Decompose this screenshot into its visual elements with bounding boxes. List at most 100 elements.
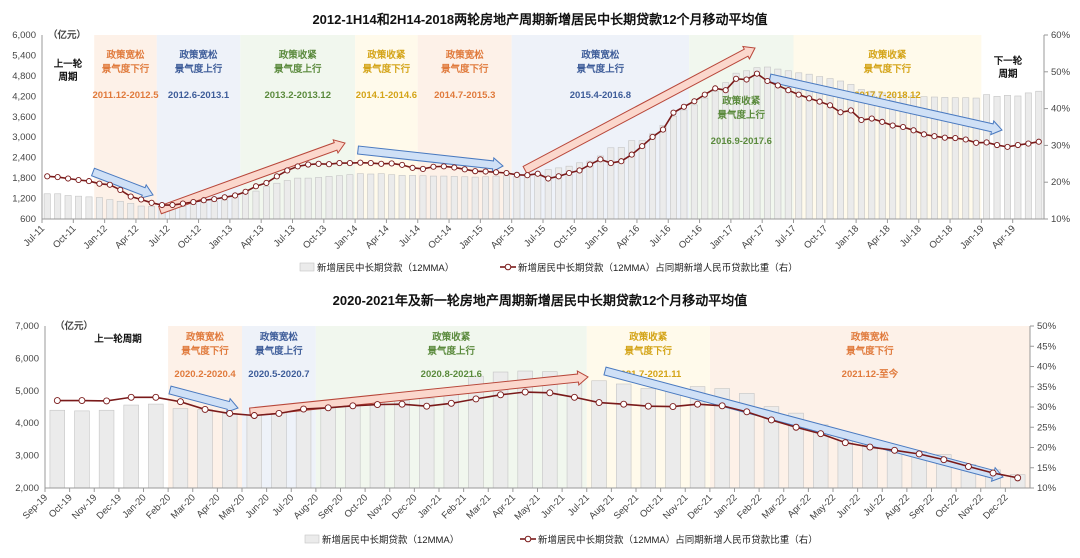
- x-tick-label: May-21: [512, 492, 542, 522]
- chart-title: 2012-1H14和2H14-2018两轮房地产周期新增居民中长期贷款12个月移…: [312, 12, 767, 27]
- bar: [246, 414, 263, 489]
- x-tick-label: Jul-17: [773, 223, 799, 249]
- bar: [271, 412, 287, 489]
- y-right-tick-label: 50%: [1051, 67, 1071, 78]
- bar: [367, 173, 375, 220]
- y-left-tick-label: 3,600: [12, 112, 36, 123]
- ratio-marker: [1014, 474, 1022, 482]
- ratio-marker: [920, 131, 928, 138]
- x-tick-label: Jan-19: [958, 223, 986, 251]
- ratio-marker: [300, 405, 308, 413]
- ratio-marker: [847, 107, 854, 114]
- period-policy-label: 政策收紧: [629, 331, 668, 343]
- down-trend-arrow: [90, 167, 154, 199]
- ratio-marker: [232, 192, 239, 199]
- period-policy-label: 政策宽松: [106, 49, 145, 61]
- ratio-marker: [284, 167, 291, 174]
- ratio-marker: [388, 160, 395, 167]
- ratio-marker: [597, 156, 604, 163]
- bar: [429, 175, 437, 220]
- ratio-marker: [586, 161, 594, 168]
- y-right-tick-label: 20%: [1051, 177, 1071, 188]
- period-sentiment-label: 景气度下行: [362, 63, 411, 75]
- x-tick-label: Nov-19: [70, 492, 99, 521]
- bar: [534, 172, 542, 220]
- x-tick-label: Dec-20: [390, 492, 419, 521]
- bar: [680, 109, 688, 220]
- period-sentiment-label: 景气度上行: [174, 63, 223, 75]
- ratio-marker: [472, 395, 480, 403]
- bar: [179, 206, 187, 220]
- x-tick-label: Nov-21: [661, 492, 690, 521]
- bar: [283, 180, 291, 220]
- bar: [983, 94, 991, 220]
- ratio-marker: [336, 160, 343, 167]
- x-tick-label: Mar-21: [464, 492, 493, 521]
- ratio-marker: [127, 393, 135, 401]
- x-tick-label: Dec-22: [981, 492, 1010, 521]
- period-range-label: 2017.7-2018.12: [854, 90, 921, 101]
- bar: [586, 160, 594, 220]
- bar: [868, 90, 876, 220]
- ratio-marker: [305, 161, 312, 168]
- period-policy-label: 政策宽松: [186, 331, 225, 343]
- bar: [43, 193, 51, 220]
- x-tick-label: Nov-20: [365, 492, 394, 521]
- x-tick-label: Mar-20: [169, 492, 198, 521]
- ratio-marker: [931, 133, 938, 140]
- bar: [774, 68, 782, 220]
- bar: [345, 402, 361, 489]
- bar: [418, 397, 435, 489]
- bar: [826, 78, 834, 220]
- x-tick-label: Jan-18: [833, 223, 861, 251]
- ratio-marker: [973, 139, 980, 146]
- ratio-marker: [1004, 143, 1011, 150]
- bar: [409, 175, 416, 220]
- bar: [857, 89, 865, 220]
- ratio-marker: [103, 397, 111, 405]
- ratio-marker: [378, 160, 385, 167]
- bar: [878, 92, 886, 220]
- bar: [649, 133, 657, 220]
- ratio-marker: [743, 76, 750, 83]
- x-tick-label: Sep-20: [316, 492, 345, 521]
- x-tick-label: Apr-15: [489, 223, 517, 251]
- bar: [419, 175, 427, 220]
- bar: [607, 147, 615, 220]
- bar: [659, 124, 667, 220]
- ratio-marker: [691, 98, 698, 105]
- ratio-marker: [275, 410, 283, 417]
- ratio-marker: [503, 169, 510, 177]
- y-left-tick-label: 2,000: [15, 483, 39, 494]
- x-tick-label: Oct-11: [51, 223, 78, 250]
- x-tick-label: Feb-21: [440, 492, 469, 521]
- x-tick-label: Jul-18: [898, 223, 924, 249]
- ratio-marker: [767, 416, 775, 424]
- y-left-tick-label: 4,000: [15, 418, 39, 429]
- ratio-marker: [915, 450, 923, 458]
- ratio-marker: [595, 399, 603, 406]
- period-policy-label: 政策宽松: [446, 49, 485, 61]
- ratio-marker: [263, 179, 270, 186]
- period-policy-label: 政策收紧: [367, 49, 406, 61]
- x-tick-label: Dec-19: [95, 492, 124, 521]
- period-band: [793, 35, 982, 219]
- ratio-marker: [273, 173, 280, 180]
- ratio-marker: [534, 170, 541, 177]
- period-sentiment-label: 景气度下行: [180, 345, 229, 357]
- bar: [962, 97, 970, 220]
- period-range-label: 2020.8-2021.6: [421, 369, 482, 380]
- y-right-tick-label: 20%: [1037, 443, 1057, 454]
- period-policy-label: 政策宽松: [581, 49, 620, 61]
- x-tick-label: Aug-20: [292, 492, 321, 521]
- period-range-label: 2021.7-2021.11: [615, 369, 682, 380]
- ratio-marker: [482, 168, 489, 175]
- bar: [440, 175, 448, 220]
- down-trend-arrow: [357, 145, 504, 173]
- bar: [492, 175, 500, 220]
- bar: [262, 186, 270, 220]
- bar: [369, 401, 386, 489]
- y-left-tick-label: 1,200: [12, 194, 36, 205]
